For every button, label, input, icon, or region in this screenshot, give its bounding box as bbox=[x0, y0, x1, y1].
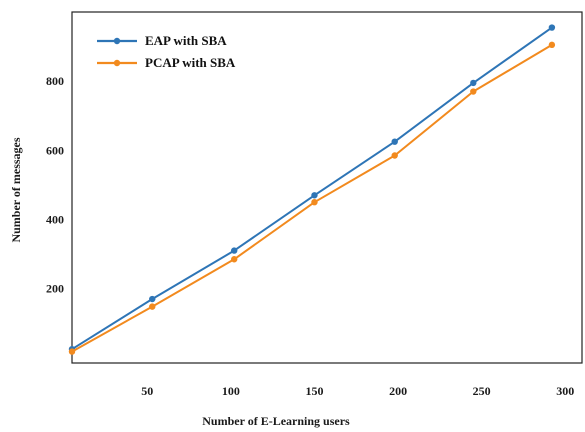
data-point-pcap-with-sba bbox=[391, 152, 398, 159]
data-point-eap-with-sba bbox=[548, 24, 556, 31]
x-axis-ticks: 50 100 150 200 250 300 bbox=[141, 384, 574, 398]
y-tick-label: 600 bbox=[46, 143, 64, 157]
data-point-eap-with-sba bbox=[391, 138, 398, 145]
data-point-eap-with-sba bbox=[311, 192, 318, 199]
x-tick-label: 250 bbox=[473, 384, 491, 398]
series-layer bbox=[68, 24, 556, 355]
x-tick-label: 200 bbox=[389, 384, 407, 398]
data-point-eap-with-sba bbox=[230, 247, 238, 254]
x-tick-label: 100 bbox=[222, 384, 240, 398]
data-point-pcap-with-sba bbox=[68, 348, 76, 355]
x-tick-label: 150 bbox=[305, 384, 323, 398]
y-axis-title: Number of messages bbox=[9, 137, 23, 242]
data-point-pcap-with-sba bbox=[230, 256, 238, 263]
x-tick-label: 300 bbox=[556, 384, 574, 398]
y-tick-label: 800 bbox=[46, 74, 64, 88]
data-point-eap-with-sba bbox=[149, 295, 156, 303]
data-point-pcap-with-sba bbox=[548, 41, 556, 49]
y-axis-ticks: 200 400 600 800 bbox=[46, 74, 64, 295]
legend-label-pcap-with-sba: PCAP with SBA bbox=[145, 55, 236, 70]
data-point-pcap-with-sba bbox=[470, 88, 477, 95]
legend: EAP with SBA PCAP with SBA bbox=[97, 33, 236, 70]
legend-marker-pcap-with-sba bbox=[113, 59, 121, 67]
y-tick-label: 400 bbox=[46, 212, 64, 226]
x-tick-label: 50 bbox=[141, 384, 153, 398]
data-point-pcap-with-sba bbox=[149, 303, 156, 310]
legend-marker-eap-with-sba bbox=[113, 37, 121, 45]
legend-label-eap-with-sba: EAP with SBA bbox=[145, 33, 227, 48]
x-axis-title: Number of E-Learning users bbox=[202, 414, 350, 428]
data-point-pcap-with-sba bbox=[311, 198, 318, 206]
series-line-eap-with-sba bbox=[71, 26, 553, 351]
plot-frame bbox=[71, 11, 583, 364]
y-tick-label: 200 bbox=[46, 282, 64, 296]
data-point-eap-with-sba bbox=[470, 79, 477, 87]
